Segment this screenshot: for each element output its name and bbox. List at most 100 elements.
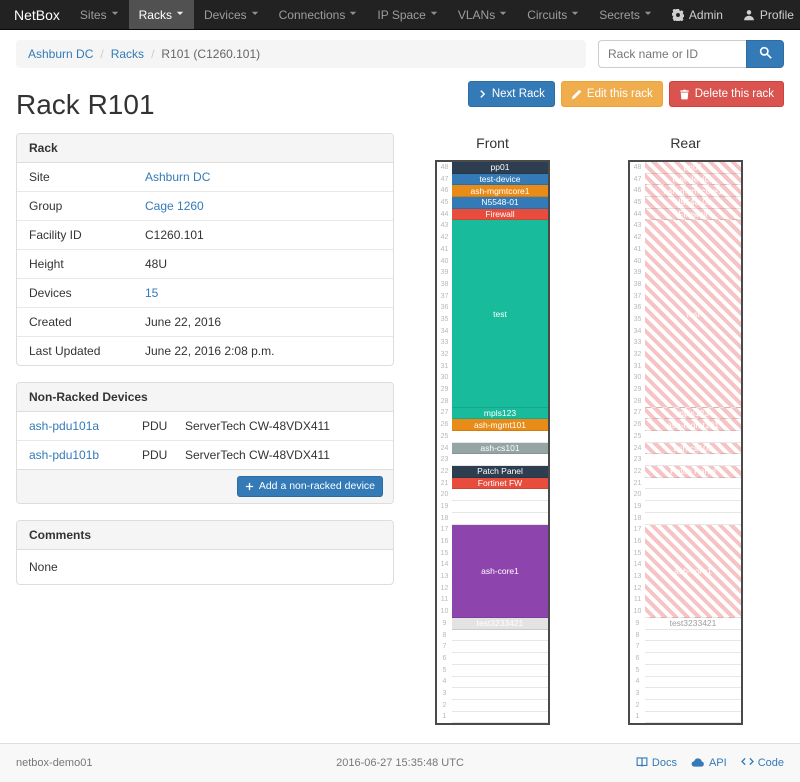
device-link-ash-pdu101b[interactable]: ash-pdu101b [29,448,100,462]
rack-device-ash-core1[interactable]: ash-core1 [452,524,548,619]
unit-number: 38 [440,280,449,288]
nav-item-label: Connections [278,7,346,22]
rack-device-fortinet-fw[interactable]: Fortinet FW [452,477,548,490]
unit-number: 42 [440,234,449,242]
unit-number: 12 [440,584,449,592]
nav-item-label: VLANs [457,7,496,22]
rack-device-ash-cs101[interactable]: ash-cs101 [645,442,741,455]
nav-item-devices[interactable]: Devices [194,0,269,29]
rack-device-pp01[interactable]: pp01 [452,162,548,174]
rack-device-test3233421[interactable]: test3233421 [452,618,548,630]
breadcrumb: Ashburn DC / Racks / R101 (C1260.101) [16,40,586,68]
group-value-link[interactable]: Cage 1260 [145,199,204,213]
nav-menu: Sites Racks Devices Connections IP Space VLAN… [70,0,662,29]
main-container: Ashburn DC / Racks / R101 (C1260.101) Rack R… [0,30,800,726]
devices-value-link[interactable]: 15 [145,286,159,300]
unit-number: 16 [633,538,642,545]
brand[interactable]: NetBox [14,7,60,23]
rack-unit-empty-u4 [452,676,548,689]
footer-link-docs[interactable]: Docs [636,756,677,771]
rack-device-firewall[interactable]: Firewall [645,208,741,221]
delete-rack-label: Delete this rack [694,88,774,100]
footer-link-code[interactable]: Code [740,756,784,771]
rack-device-test[interactable]: test [645,220,741,408]
add-non-racked-device-button[interactable]: Add a non-racked device [236,476,383,497]
rack-device-ash-mgmtcore1[interactable]: ash-mgmtcore1 [452,185,548,198]
nav-item-vlans[interactable]: VLANs [448,0,517,29]
unit-number: 33 [633,339,642,347]
rack-device-ash-core1[interactable]: ash-core1 [645,524,741,619]
breadcrumb-link-ashburn-dc[interactable]: Ashburn DC [28,47,94,61]
rack-unit-empty-u23 [452,454,548,467]
rack-unit-empty-u19 [452,501,548,513]
rack-device-pp01[interactable]: pp01 [645,162,741,174]
attr-row-created: Created June 22, 2016 [17,307,393,336]
rack-device-ash-cs101[interactable]: ash-cs101 [452,442,548,455]
unit-number: 13 [440,573,449,581]
unit-number: 26 [633,421,642,429]
search-button[interactable] [746,40,784,68]
unit-number: 37 [633,292,642,300]
unit-number: 17 [440,526,449,534]
rack-device-ash-mgmt101[interactable]: ash-mgmt101 [452,419,548,431]
attr-value: C1260.101 [145,228,204,242]
unit-number: 5 [442,666,447,674]
unit-number: 44 [440,210,449,218]
trash-icon [679,89,690,100]
nav-item-profile[interactable]: Profile [733,0,800,29]
attr-row-facility-id: Facility ID C1260.101 [17,220,393,249]
rack-device-patch-panel[interactable]: Patch Panel [645,466,741,478]
next-rack-button[interactable]: Next Rack [467,81,555,108]
caret-down-icon [644,0,652,30]
rack-device-label: ash-core1 [481,565,519,576]
rack-device-ash-mgmtcore1[interactable]: ash-mgmtcore1 [645,185,741,198]
rack-device-test[interactable]: test [452,220,548,408]
attr-value: June 22, 2016 [145,315,222,329]
rack-device-ash-mgmt101[interactable]: ash-mgmt101 [645,419,741,431]
rack-device-label: Patch Panel [670,466,716,477]
unit-number: 45 [633,199,642,207]
rack-device-mpls123[interactable]: mpls123 [452,407,548,420]
edit-rack-button[interactable]: Edit this rack [560,81,663,108]
nav-item-secrets[interactable]: Secrets [589,0,662,29]
nav-item-admin[interactable]: Admin [662,0,733,29]
footer: netbox-demo01 2016-06-27 15:35:48 UTC Do… [0,743,800,782]
footer-links: Docs API Code [636,756,784,771]
rack-device-patch-panel[interactable]: Patch Panel [452,466,548,478]
nav-item-sites[interactable]: Sites [70,0,129,29]
breadcrumb-link-racks[interactable]: Racks [110,47,145,61]
unit-number: 19 [633,502,642,510]
rack-unit-empty-u23 [645,454,741,467]
rack-panel-title: Rack [17,134,393,163]
nav-item-ip-space[interactable]: IP Space [367,0,447,29]
rack-device-test-device[interactable]: test-device [452,173,548,186]
rack-device-label: ash-mgmtcore1 [663,185,723,196]
unit-number: 11 [440,596,449,604]
unit-number: 36 [633,304,642,312]
rack-device-test3233421[interactable]: test3233421 [645,618,741,630]
unit-number: 24 [440,444,449,452]
rack-device-firewall[interactable]: Firewall [452,208,548,221]
attr-value: June 22, 2016 2:08 p.m. [145,344,275,358]
unit-number: 8 [442,631,447,639]
delete-rack-button[interactable]: Delete this rack [668,81,784,108]
search-input[interactable] [598,40,746,68]
rack-device-n5548-01[interactable]: N5548-01 [452,197,548,209]
rack-device-test-device[interactable]: test-device [645,173,741,186]
unit-number: 42 [633,234,642,242]
device-link-ash-pdu101a[interactable]: ash-pdu101a [29,419,100,433]
rack-device-mpls123[interactable]: mpls123 [645,407,741,420]
unit-number: 48 [440,164,449,171]
nav-item-connections[interactable]: Connections [269,0,368,29]
site-value-link[interactable]: Ashburn DC [145,170,211,184]
rack-device-n5548-01[interactable]: N5548-01 [645,197,741,209]
footer-hostname: netbox-demo01 [16,757,93,770]
footer-link-api[interactable]: API [691,756,727,771]
unit-number: 13 [633,573,642,581]
rack-device-label: Firewall [485,209,515,220]
search-icon [759,46,772,62]
nav-item-circuits[interactable]: Circuits [517,0,589,29]
nav-item-racks[interactable]: Racks [128,0,194,29]
attr-row-last-updated: Last Updated June 22, 2016 2:08 p.m. [17,336,393,365]
rack-front-elevation: 48 47 46 45 44 43 42 41 40 39 38 37 36 35 34 33 32 31 30 29… [435,160,550,726]
